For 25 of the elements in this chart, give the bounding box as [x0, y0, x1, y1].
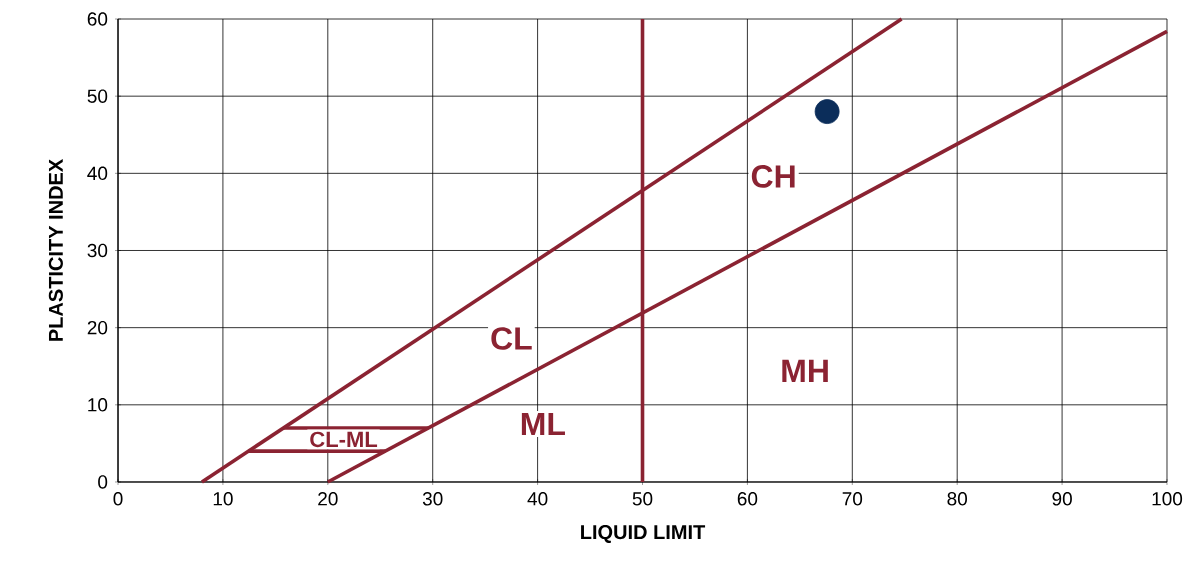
- x-tick-label: 80: [947, 492, 968, 506]
- y-tick-label: 0: [98, 475, 108, 489]
- y-tick-label: 20: [87, 320, 108, 335]
- x-tick-label: 100: [1152, 492, 1183, 506]
- y-axis-title: PLASTICITY INDEX: [48, 159, 63, 341]
- x-tick-label: 60: [737, 492, 758, 506]
- annotation: CL-ML: [310, 431, 378, 448]
- annotation: CL: [491, 327, 532, 350]
- x-tick-label: 30: [422, 492, 443, 506]
- y-tick-label: 30: [87, 243, 108, 258]
- y-tick-label: 10: [88, 398, 108, 412]
- x-tick-label: 90: [1052, 492, 1072, 506]
- x-tick-label: 70: [842, 492, 863, 506]
- x-tick-label: 10: [213, 492, 233, 506]
- y-tick-label: 60: [87, 12, 108, 26]
- x-axis-title: LIQUID LIMIT: [581, 525, 706, 543]
- x-tick-label: 20: [318, 492, 338, 506]
- annotation: ML: [521, 413, 565, 436]
- y-tick-label: 40: [87, 166, 108, 181]
- y-tick-label: 50: [87, 89, 108, 103]
- x-tick-label: 0: [113, 492, 123, 506]
- x-tick-label: 50: [632, 492, 653, 506]
- annotation: MH: [782, 359, 828, 382]
- annotation: CH: [751, 165, 795, 188]
- x-tick-label: 40: [527, 492, 548, 506]
